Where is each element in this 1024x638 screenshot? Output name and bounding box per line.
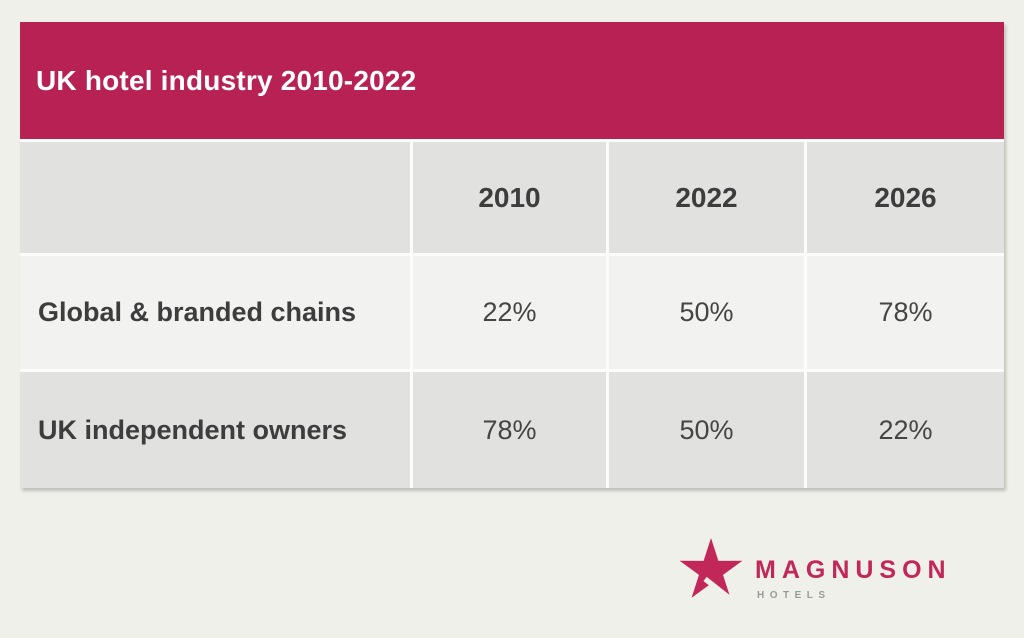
column-header-2026: 2026 [807,142,1004,253]
column-header-2010: 2010 [413,142,606,253]
value-global-2026: 78% [807,256,1004,369]
magnuson-logo-text: MAGNUSON HOTELS [755,556,952,602]
header-empty-cell [20,142,410,253]
table-title: UK hotel industry 2010-2022 [36,64,417,96]
magnuson-logo: MAGNUSON HOTELS [678,537,952,605]
value-independent-2026: 22% [807,372,1004,488]
value-independent-2022: 50% [609,372,804,488]
row-label-uk-independent-owners: UK independent owners [20,372,410,488]
magnuson-star-icon [679,538,743,605]
value-independent-2010: 78% [413,372,606,488]
value-global-2022: 50% [609,256,804,369]
hotel-industry-table: UK hotel industry 2010-2022 2010 2022 20… [20,22,1004,488]
table-title-bar: UK hotel industry 2010-2022 [20,22,1004,139]
magnuson-sub-name: HOTELS [757,590,831,601]
row-label-global-branded-chains: Global & branded chains [20,256,410,369]
magnuson-brand-name: MAGNUSON [755,556,952,584]
value-global-2010: 22% [413,256,606,369]
column-header-2022: 2022 [609,142,804,253]
